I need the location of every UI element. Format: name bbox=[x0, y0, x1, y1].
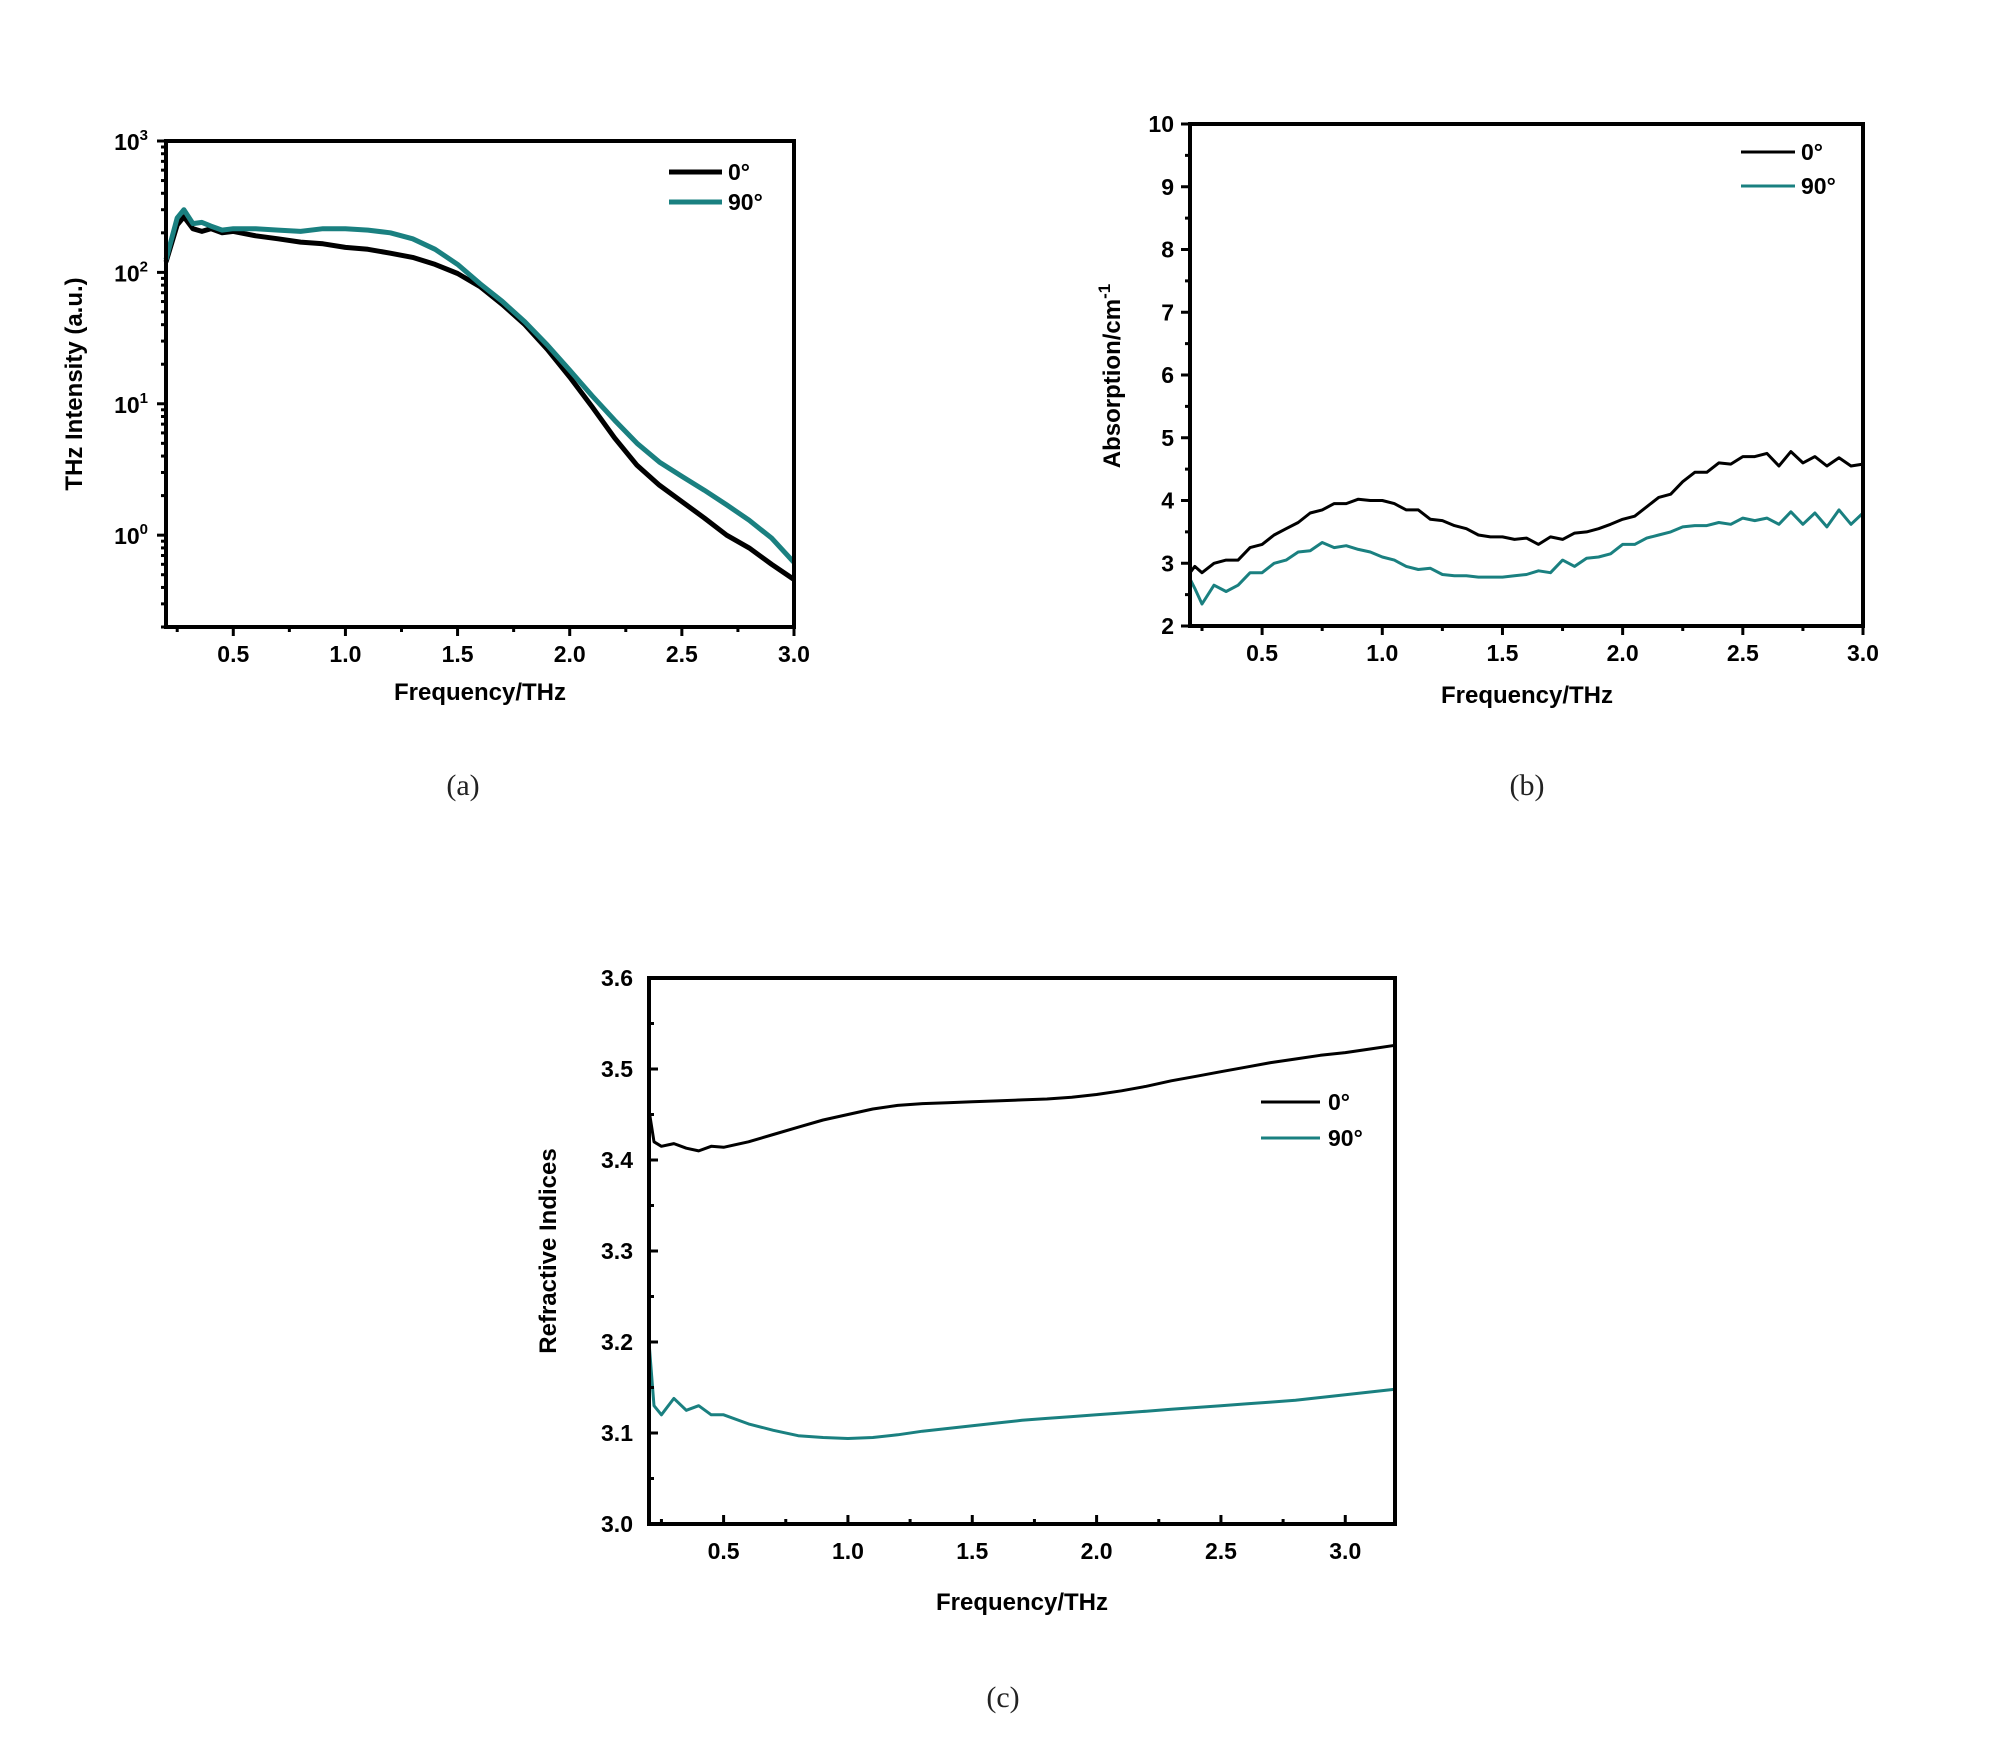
x-tick-label: 2.0 bbox=[554, 641, 586, 667]
legend-label-90: 90° bbox=[1801, 173, 1836, 199]
y-tick-label: 5 bbox=[1161, 425, 1174, 451]
chart-a-caption: (a) bbox=[446, 769, 479, 802]
chart-a: 0.5 1.0 1.5 2.0 2.5 3.0 100 101 102 103 Frequency… bbox=[61, 127, 810, 802]
y-tick-label: 8 bbox=[1161, 237, 1174, 263]
chart-b-ylabel-main: Absorption/cm bbox=[1099, 299, 1126, 468]
legend-label-0: 0° bbox=[728, 159, 750, 185]
x-tick-label: 0.5 bbox=[217, 641, 249, 667]
x-tick-label: 0.5 bbox=[1246, 640, 1278, 666]
chart-b-frame bbox=[1188, 122, 1865, 628]
x-tick-label: 2.5 bbox=[666, 641, 698, 667]
y-tick-label: 3.3 bbox=[601, 1238, 633, 1264]
x-tick-label: 1.0 bbox=[832, 1538, 864, 1564]
series-line-0deg bbox=[163, 214, 796, 582]
legend-label-90: 90° bbox=[728, 189, 763, 215]
y-tick-label: 102 bbox=[114, 258, 148, 286]
x-tick-label: 1.5 bbox=[442, 641, 474, 667]
series-line-0deg bbox=[647, 1043, 1396, 1153]
chart-b-ylabel-sup: -1 bbox=[1095, 284, 1114, 299]
chart-a-ticks: 0.5 1.0 1.5 2.0 2.5 3.0 100 101 102 103 bbox=[114, 127, 810, 667]
chart-a-xlabel: Frequency/THz bbox=[394, 679, 566, 706]
x-tick-label: 3.0 bbox=[1847, 640, 1879, 666]
chart-a-ylabel: THz Intensity (a.u.) bbox=[61, 277, 88, 490]
y-tick-label: 101 bbox=[114, 390, 148, 418]
y-tick-label: 10 bbox=[1148, 111, 1174, 137]
chart-b: 0.5 1.0 1.5 2.0 2.5 3.0 2 3 4 5 6 7 8 9 10 Frequency/T… bbox=[1095, 111, 1879, 802]
chart-c-ylabel: Refractive Indices bbox=[535, 1148, 562, 1353]
y-tick-label: 3.6 bbox=[601, 965, 633, 991]
x-tick-label: 1.0 bbox=[329, 641, 361, 667]
legend-label-0: 0° bbox=[1801, 139, 1823, 165]
x-tick-label: 2.0 bbox=[1081, 1538, 1113, 1564]
y-tick-label: 103 bbox=[114, 127, 148, 155]
y-tick-label: 6 bbox=[1161, 362, 1174, 388]
chart-c-legend: 0° 90° bbox=[1261, 1089, 1363, 1151]
y-tick-label: 4 bbox=[1161, 488, 1174, 514]
y-tick-label: 100 bbox=[114, 521, 148, 549]
chart-b-ylabel: Absorption/cm-1 bbox=[1095, 284, 1126, 468]
chart-c-series bbox=[647, 1043, 1396, 1440]
x-tick-label: 2.5 bbox=[1727, 640, 1759, 666]
chart-a-legend: 0° 90° bbox=[669, 159, 763, 215]
y-tick-label: 3.2 bbox=[601, 1329, 633, 1355]
chart-c-ticks: 0.5 1.0 1.5 2.0 2.5 3.0 3.0 3.1 3.2 3.3 3.4 3.5 3.6 bbox=[601, 965, 1361, 1564]
x-tick-label: 1.0 bbox=[1366, 640, 1398, 666]
chart-c: 0.5 1.0 1.5 2.0 2.5 3.03.03.13.23.33.43.53.6 … bbox=[535, 965, 1397, 1714]
series-line-90deg bbox=[1188, 508, 1865, 606]
legend-label-0: 0° bbox=[1328, 1089, 1350, 1115]
y-tick-label: 9 bbox=[1161, 174, 1174, 200]
y-tick-label: 3.5 bbox=[601, 1056, 633, 1082]
x-tick-label: 2.5 bbox=[1205, 1538, 1237, 1564]
chart-c-xlabel: Frequency/THz bbox=[936, 1589, 1108, 1616]
x-tick-label: 3.0 bbox=[1329, 1538, 1361, 1564]
y-tick-label: 3.0 bbox=[601, 1511, 633, 1537]
chart-c-caption: (c) bbox=[986, 1681, 1019, 1714]
x-tick-label: 3.0 bbox=[778, 641, 810, 667]
y-tick-label: 3 bbox=[1161, 550, 1174, 576]
y-tick-label: 3.1 bbox=[601, 1420, 633, 1446]
chart-b-xlabel: Frequency/THz bbox=[1441, 682, 1613, 709]
x-tick-label: 2.0 bbox=[1607, 640, 1639, 666]
chart-a-series bbox=[163, 207, 796, 582]
legend-label-90: 90° bbox=[1328, 1125, 1363, 1151]
series-line-90deg bbox=[163, 207, 796, 565]
chart-b-series bbox=[1188, 450, 1865, 606]
chart-a-frame bbox=[164, 139, 796, 629]
y-tick-label: 3.4 bbox=[601, 1147, 633, 1173]
y-tick-label: 7 bbox=[1161, 299, 1174, 325]
x-tick-label: 1.5 bbox=[956, 1538, 988, 1564]
series-line-90deg bbox=[647, 1341, 1396, 1440]
y-tick-label: 2 bbox=[1161, 613, 1174, 639]
x-tick-label: 0.5 bbox=[708, 1538, 740, 1564]
chart-b-legend: 0° 90° bbox=[1741, 139, 1836, 199]
chart-b-ticks: 0.5 1.0 1.5 2.0 2.5 3.0 2 3 4 5 6 7 8 9 10 bbox=[1148, 111, 1879, 666]
x-tick-label: 1.5 bbox=[1486, 640, 1518, 666]
chart-b-caption: (b) bbox=[1510, 769, 1545, 802]
series-line-0deg bbox=[1188, 450, 1864, 575]
